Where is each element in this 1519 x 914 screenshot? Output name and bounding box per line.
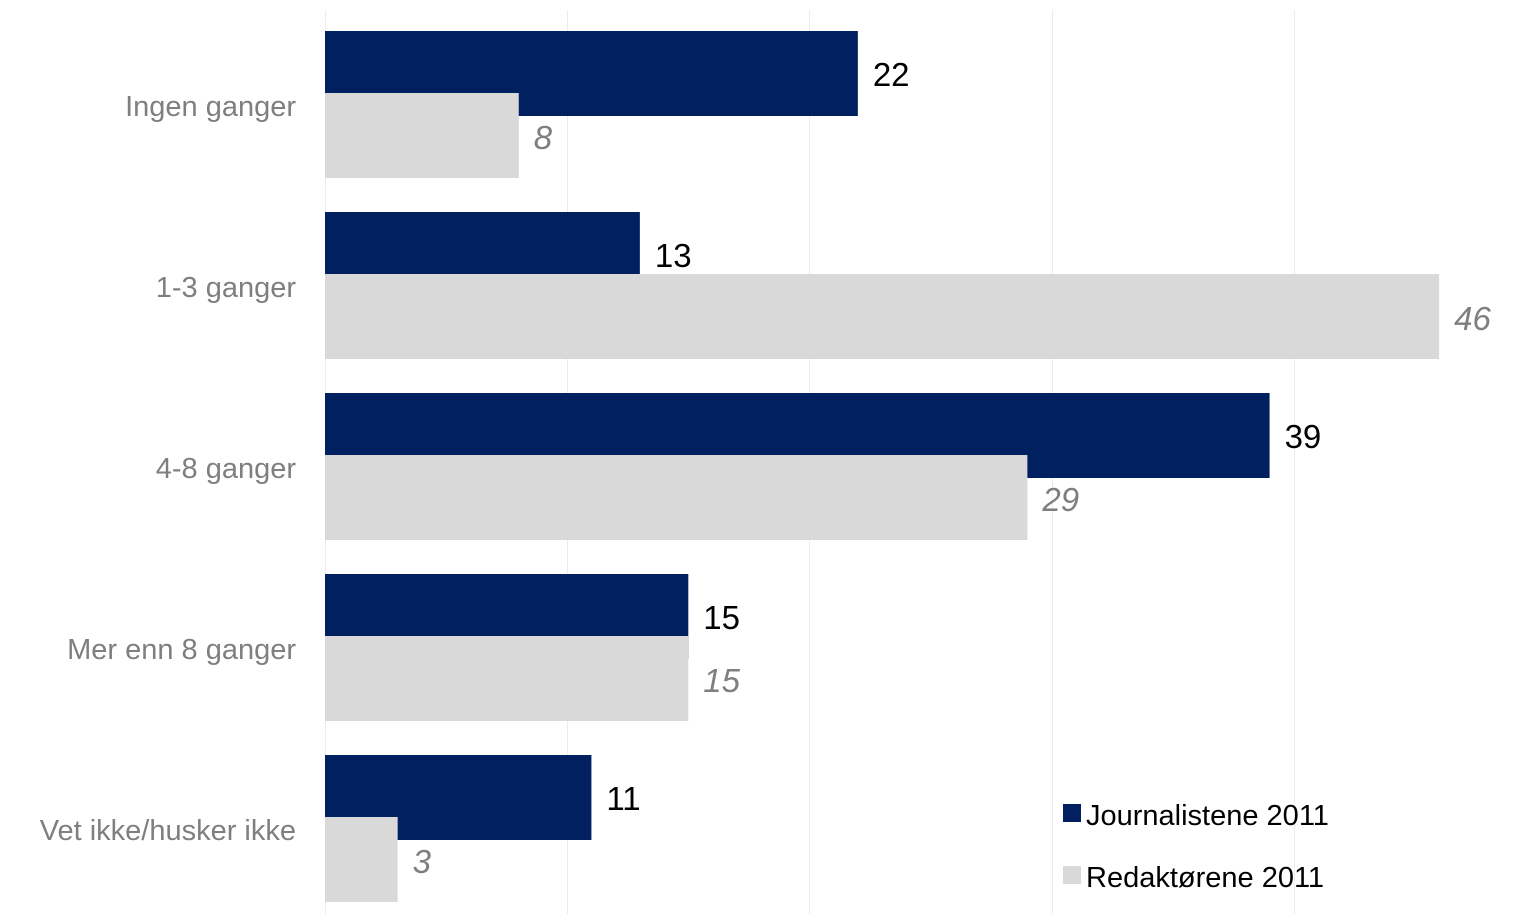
legend-label: Journalistene 2011 xyxy=(1086,800,1329,832)
category-label: Mer enn 8 ganger xyxy=(67,634,296,666)
data-label: 3 xyxy=(413,843,432,880)
legend-label: Redaktørene 2011 xyxy=(1086,862,1324,894)
category-label: Vet ikke/husker ikke xyxy=(40,815,296,847)
legend-swatch xyxy=(1063,866,1081,884)
bars xyxy=(325,31,1440,902)
data-label: 29 xyxy=(1041,481,1079,518)
data-label: 15 xyxy=(703,662,740,699)
data-label: 8 xyxy=(534,119,553,156)
legend-swatch xyxy=(1063,804,1081,822)
bar xyxy=(325,636,689,721)
bar xyxy=(325,274,1440,359)
data-label: 46 xyxy=(1454,300,1491,337)
data-label: 15 xyxy=(703,599,740,636)
data-label: 13 xyxy=(655,237,692,274)
bar xyxy=(325,93,519,178)
data-label: 11 xyxy=(606,780,640,817)
category-label: 4-8 ganger xyxy=(156,453,297,485)
data-label: 39 xyxy=(1285,418,1322,455)
bar xyxy=(325,817,398,902)
legend: Journalistene 2011 Redaktørene 2011 xyxy=(1063,800,1329,894)
data-label: 22 xyxy=(873,56,910,93)
bar xyxy=(325,455,1028,540)
category-label: Ingen ganger xyxy=(125,91,296,123)
labels: Ingen ganger 22 8 1-3 ganger 13 46 4-8 ganger 3… xyxy=(40,56,1492,880)
category-label: 1-3 ganger xyxy=(156,272,297,304)
